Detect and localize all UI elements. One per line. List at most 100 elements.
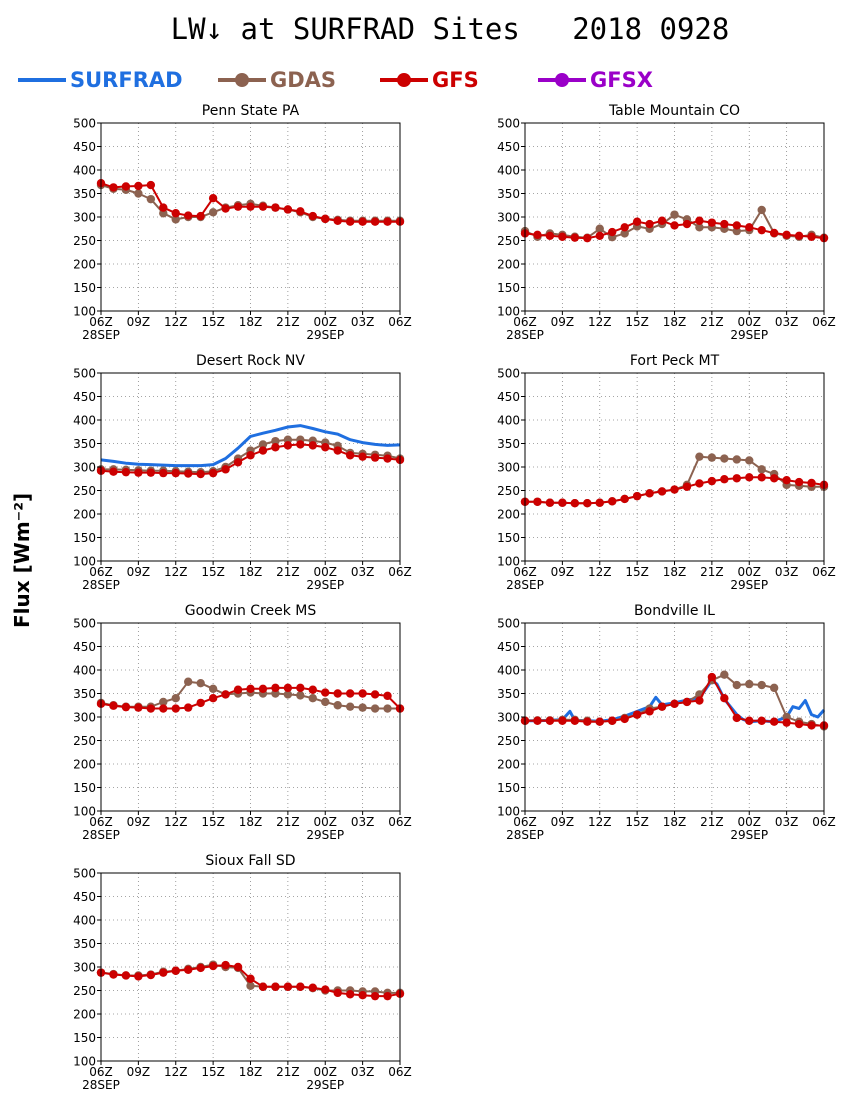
x-tick-label: 00Z [738, 815, 762, 829]
x-tick-label: 03Z [775, 315, 799, 329]
data-point-gfs [233, 962, 243, 972]
data-point-gfs [358, 217, 367, 226]
x-tick-label: 09Z [551, 565, 575, 579]
data-point-gfs [570, 233, 580, 242]
x-date-label: 28SEP [506, 328, 544, 342]
x-date-label: 29SEP [730, 578, 768, 592]
data-point-gfs [246, 974, 255, 983]
x-tick-label: 15Z [625, 315, 649, 329]
data-point-gdas [370, 704, 380, 713]
data-point-gfs [583, 498, 592, 508]
x-tick-label: 06Z [89, 815, 113, 829]
data-point-gdas [308, 694, 317, 703]
y-tick-label: 200 [497, 758, 520, 772]
y-tick-label: 400 [73, 664, 96, 678]
data-point-gfs [632, 710, 642, 719]
data-point-gfs [657, 216, 667, 225]
y-tick-label: 300 [73, 961, 96, 975]
x-tick-label: 00Z [738, 315, 762, 329]
data-point-gfs [769, 228, 779, 238]
data-point-gdas [258, 440, 268, 449]
x-tick-label: 12Z [164, 315, 188, 329]
data-point-gfs [707, 672, 717, 682]
legend: SURFRAD GDAS GFS GFSX [18, 66, 738, 94]
data-point-gfs [370, 690, 380, 699]
data-point-gfs [171, 209, 180, 218]
data-point-gfs [233, 458, 243, 467]
x-tick-label: 12Z [588, 565, 612, 579]
panel-bondville-il: Bondville IL 100 150 200 250 300 350 400 450 500 0… [497, 603, 836, 842]
x-date-label: 28SEP [82, 578, 120, 592]
x-tick-label: 18Z [239, 565, 263, 579]
data-point-gfs [745, 223, 754, 232]
data-point-gdas [296, 691, 305, 700]
data-point-gfs [159, 968, 168, 977]
x-tick-label: 03Z [351, 815, 375, 829]
x-tick-label: 09Z [127, 1065, 151, 1079]
data-point-gfs [720, 694, 729, 703]
data-point-gfs [545, 716, 555, 725]
data-point-gdas [246, 981, 255, 990]
y-tick-label: 150 [73, 531, 96, 545]
y-tick-label: 450 [73, 390, 96, 404]
data-point-gfs [794, 231, 804, 240]
x-tick-label: 21Z [700, 815, 724, 829]
x-tick-label: 09Z [127, 315, 151, 329]
data-point-gfs [221, 465, 230, 474]
data-point-gfs [383, 991, 392, 1001]
x-tick-label: 21Z [276, 565, 300, 579]
data-point-gfs [769, 717, 779, 726]
data-point-gdas [757, 465, 766, 474]
panel-title: Goodwin Creek MS [185, 603, 317, 619]
x-tick-label: 03Z [351, 1065, 375, 1079]
data-point-gfs [757, 716, 766, 725]
x-date-label: 28SEP [82, 1078, 120, 1092]
x-tick-label: 15Z [201, 815, 225, 829]
y-tick-label: 400 [73, 914, 96, 928]
y-tick-label: 100 [497, 305, 520, 319]
data-point-gfs [308, 685, 317, 694]
y-tick-label: 300 [497, 461, 520, 475]
x-tick-label: 00Z [314, 1065, 338, 1079]
data-point-gdas [321, 697, 330, 707]
y-tick-label: 150 [497, 781, 520, 795]
data-point-gfs [196, 469, 205, 479]
data-point-gfs [196, 698, 205, 708]
y-tick-label: 350 [497, 437, 520, 451]
x-tick-label: 15Z [625, 565, 649, 579]
y-tick-label: 350 [73, 937, 96, 951]
data-point-gdas [146, 194, 156, 204]
y-tick-label: 150 [73, 281, 96, 295]
page-title: LW↓ at SURFRAD Sites 2018 0928 [170, 12, 730, 46]
x-date-label: 29SEP [306, 1078, 344, 1092]
data-point-gfs [333, 216, 342, 225]
data-point-gfs [595, 498, 604, 507]
data-point-gfs [620, 223, 629, 232]
x-tick-label: 12Z [164, 1065, 188, 1079]
data-point-gdas [345, 702, 355, 711]
panel-title: Penn State PA [202, 103, 300, 119]
data-point-gdas [769, 683, 779, 693]
data-point-gdas [333, 701, 342, 710]
panel-sioux-fall-sd: Sioux Fall SD 100 150 200 250 300 350 400 450 500… [73, 853, 412, 1092]
data-point-gfs [283, 683, 293, 693]
data-point-gdas [271, 436, 280, 446]
x-date-label: 29SEP [730, 328, 768, 342]
panel-penn-state-pa: Penn State PA 100 150 200 250 300 350 400 450 500… [73, 103, 412, 342]
data-point-gfs [184, 469, 193, 478]
data-point-gfs [184, 703, 193, 712]
data-point-gdas [184, 677, 193, 686]
data-point-gfs [533, 230, 542, 240]
y-tick-label: 300 [497, 711, 520, 725]
data-point-gfs [159, 203, 168, 212]
y-tick-label: 200 [73, 758, 96, 772]
data-point-gfs [321, 443, 330, 452]
data-point-gdas [695, 452, 704, 461]
data-point-gfs [333, 689, 342, 698]
data-point-gfs [794, 719, 804, 729]
data-point-gfs [233, 685, 243, 694]
x-tick-label: 12Z [588, 315, 612, 329]
data-point-gfs [283, 205, 293, 214]
x-date-label: 29SEP [306, 828, 344, 842]
